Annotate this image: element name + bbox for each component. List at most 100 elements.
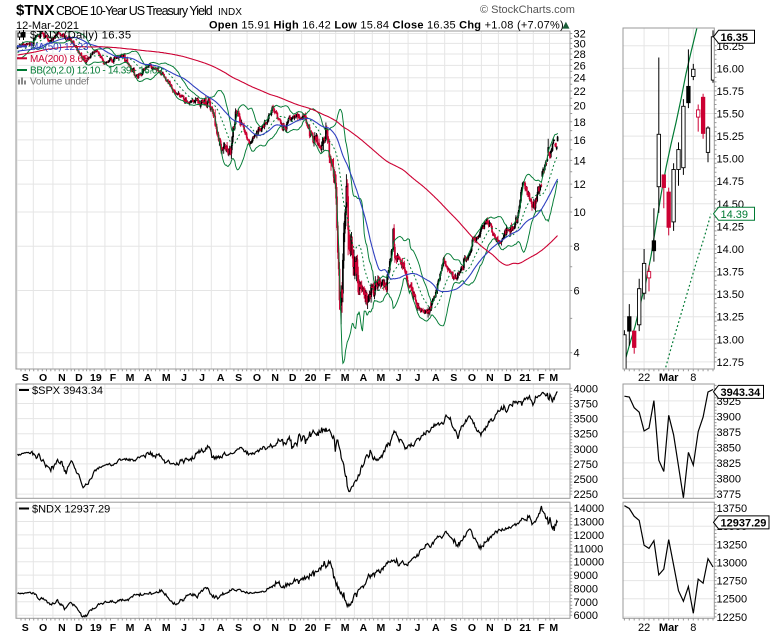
svg-text:14.00: 14.00 [717,244,745,256]
svg-text:A: A [432,622,440,634]
svg-text:$NDX 12937.29: $NDX 12937.29 [32,504,110,516]
svg-text:13.25: 13.25 [717,312,745,324]
svg-text:16.35: 16.35 [721,32,749,44]
svg-text:F: F [538,372,545,384]
svg-text:BB(20,2.0) 12.10 - 14.39 - 16.: BB(20,2.0) 12.10 - 14.39 - 16.69 [30,66,163,77]
svg-text:2750: 2750 [574,459,598,471]
svg-text:O: O [468,622,476,634]
svg-text:12250: 12250 [717,612,748,624]
svg-text:F: F [538,622,545,634]
svg-text:13.00: 13.00 [717,334,745,346]
svg-text:3800: 3800 [717,473,741,485]
svg-text:3925: 3925 [717,396,741,408]
svg-text:J: J [181,372,187,384]
svg-text:20: 20 [574,101,586,113]
svg-text:M: M [162,372,171,384]
svg-text:A: A [144,622,152,634]
svg-text:M: M [126,622,135,634]
svg-text:N: N [486,622,494,634]
svg-text:3875: 3875 [717,427,741,439]
svg-text:M: M [162,622,171,634]
svg-text:24: 24 [574,73,586,85]
svg-text:15.00: 15.00 [717,154,745,166]
svg-text:MA(200) 8.63: MA(200) 8.63 [30,54,89,65]
svg-text:12937.29: 12937.29 [721,517,767,529]
svg-text:15.75: 15.75 [717,86,745,98]
svg-text:F: F [110,372,117,384]
svg-text:12-Mar-2021: 12-Mar-2021 [16,20,79,32]
svg-text:M: M [341,622,350,634]
svg-text:3500: 3500 [574,414,598,426]
svg-text:12.75: 12.75 [717,357,745,369]
svg-text:$TNX: $TNX [16,2,54,19]
svg-text:N: N [58,622,66,634]
svg-text:12: 12 [574,179,586,191]
svg-text:13.50: 13.50 [717,289,745,301]
svg-text:3943.34: 3943.34 [721,387,762,399]
svg-text:13250: 13250 [717,539,748,551]
svg-text:A: A [217,372,225,384]
svg-text:O: O [253,622,261,634]
svg-text:6: 6 [574,286,580,298]
svg-text:Open 15.91 High 16.42 Low 15.8: Open 15.91 High 16.42 Low 15.84 Close 16… [209,19,564,31]
svg-text:16.00: 16.00 [717,63,745,75]
svg-text:22: 22 [638,372,650,384]
svg-text:A: A [360,372,368,384]
svg-text:S: S [22,622,29,634]
svg-text:19: 19 [90,622,102,634]
svg-text:13000: 13000 [717,558,748,570]
svg-text:3750: 3750 [574,399,598,411]
svg-text:28: 28 [574,49,586,61]
svg-text:16.25: 16.25 [717,41,745,53]
svg-text:2500: 2500 [574,474,598,486]
svg-text:M: M [377,622,386,634]
svg-text:15.25: 15.25 [717,131,745,143]
svg-text:D: D [289,372,297,384]
svg-text:M: M [549,372,558,384]
svg-text:Mar: Mar [659,622,679,634]
svg-text:S: S [22,372,29,384]
svg-text:N: N [58,372,66,384]
svg-text:8: 8 [690,622,696,634]
svg-text:M: M [549,622,558,634]
svg-text:3825: 3825 [717,458,741,470]
svg-text:10: 10 [574,207,586,219]
svg-text:3250: 3250 [574,429,598,441]
svg-text:A: A [217,622,225,634]
svg-text:11000: 11000 [574,543,604,555]
svg-text:© StockCharts.com: © StockCharts.com [480,4,575,16]
svg-text:8: 8 [574,241,580,253]
svg-text:M: M [341,372,350,384]
svg-text:S: S [450,372,457,384]
svg-text:12000: 12000 [574,530,605,542]
svg-text:26: 26 [574,60,586,72]
svg-text:20: 20 [305,372,317,384]
svg-text:D: D [289,622,297,634]
svg-text:$TNX (Daily) 16.35: $TNX (Daily) 16.35 [30,30,131,42]
svg-text:21: 21 [519,372,531,384]
svg-text:12750: 12750 [717,576,748,588]
svg-text:N: N [271,622,279,634]
svg-text:32: 32 [574,29,586,41]
svg-text:7000: 7000 [574,597,598,609]
svg-text:Volume undef: Volume undef [30,77,89,88]
svg-text:D: D [75,622,83,634]
svg-text:14.39: 14.39 [721,209,749,221]
svg-text:9000: 9000 [574,570,598,582]
svg-text:3850: 3850 [717,442,741,454]
svg-text:21: 21 [519,622,531,634]
svg-text:2250: 2250 [574,489,598,501]
svg-text:22: 22 [574,86,586,98]
svg-text:14: 14 [574,155,586,167]
svg-text:MA(50) 12.23: MA(50) 12.23 [30,42,89,53]
svg-text:N: N [271,372,279,384]
svg-text:A: A [360,622,368,634]
svg-text:INDX: INDX [218,7,242,18]
svg-text:3775: 3775 [717,489,741,501]
svg-text:18: 18 [574,117,586,129]
svg-text:$SPX 3943.34: $SPX 3943.34 [32,385,103,397]
svg-text:10000: 10000 [574,557,605,569]
svg-text:20: 20 [305,622,317,634]
svg-text:14000: 14000 [574,503,605,515]
svg-text:19: 19 [90,372,102,384]
